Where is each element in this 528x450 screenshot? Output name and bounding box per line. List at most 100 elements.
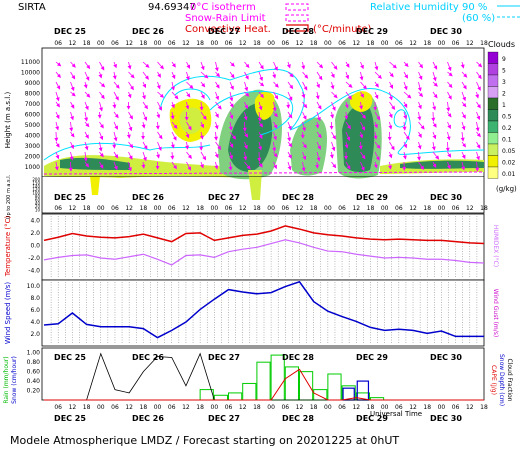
- wind-arrow: [113, 61, 117, 69]
- wind-arrow: [70, 71, 76, 80]
- wind-arrow: [461, 81, 467, 90]
- wind-arrow: [128, 161, 132, 172]
- wind-arrow: [157, 91, 165, 98]
- wind-arrow: [287, 161, 292, 171]
- legend-swatch: [487, 51, 499, 64]
- legend-swatch: [487, 155, 499, 168]
- wind-arrow: [170, 151, 175, 160]
- temperature-tick: 0.0: [30, 242, 40, 249]
- legend-swatch: [487, 63, 499, 76]
- wind-arrow: [316, 101, 322, 110]
- gust-axis-label: Wind Gust (m/s): [492, 289, 499, 338]
- wind-arrow: [142, 151, 147, 162]
- wind-arrow: [418, 71, 423, 81]
- wind-arrow: [461, 101, 467, 108]
- wind-arrow: [388, 151, 393, 159]
- day-label: DEC 25: [54, 414, 86, 423]
- hour-label: 12: [409, 205, 417, 212]
- precip-tick: 0.80: [27, 359, 41, 366]
- wind-arrow: [200, 151, 207, 161]
- hour-label: 06: [338, 40, 346, 47]
- wind-arrow: [244, 71, 249, 80]
- wind-panel-frame: [41, 279, 485, 347]
- wind-arrow: [215, 111, 219, 119]
- wind-arrow: [287, 71, 294, 78]
- wind-arrow: [316, 151, 321, 162]
- wind-arrow: [258, 161, 263, 168]
- hour-label: 00: [438, 40, 446, 47]
- cape-axis-label: CAPE (J/g): [490, 365, 497, 395]
- wind-arrow: [70, 131, 75, 138]
- day-label: DEC 28: [282, 27, 314, 36]
- hour-label: 00: [97, 40, 105, 47]
- hour-label: 18: [253, 404, 261, 411]
- hour-label: 06: [54, 205, 62, 212]
- wind-arrow: [112, 101, 117, 109]
- wind-arrow: [113, 151, 119, 159]
- wind-arrow: [69, 151, 74, 161]
- legend-level: 3: [502, 79, 506, 86]
- legend-level: 0.01: [502, 171, 516, 178]
- wind-arrow: [70, 101, 75, 109]
- hour-label: 18: [367, 404, 375, 411]
- day-label: DEC 28: [282, 193, 314, 202]
- wind-arrow: [432, 121, 437, 128]
- wind-arrow: [331, 91, 338, 99]
- hour-label: 18: [310, 40, 318, 47]
- wind-arrow: [258, 71, 263, 82]
- wind-arrow: [99, 161, 104, 169]
- wind-arrow: [374, 81, 379, 88]
- wind-arrow: [215, 71, 221, 78]
- wind-arrow: [229, 151, 234, 160]
- temperature-line: [43, 225, 485, 245]
- wind-arrow: [157, 101, 162, 111]
- hour-label: 00: [324, 205, 332, 212]
- wind-arrow: [69, 121, 74, 132]
- convective-unit: (°C/minute): [313, 24, 372, 35]
- wind-arrow: [142, 141, 148, 150]
- day-label: DEC 26: [132, 193, 164, 202]
- hour-label: 06: [281, 205, 289, 212]
- hour-label: 00: [154, 40, 162, 47]
- wind-arrow: [186, 151, 192, 159]
- hour-label: 12: [239, 205, 247, 212]
- snowdepth-axis-label: Snow Depth (cm): [498, 354, 505, 406]
- hour-label: 18: [196, 205, 204, 212]
- wind-arrow: [388, 121, 393, 130]
- wind-arrow: [214, 121, 219, 130]
- day-label: DEC 25: [54, 27, 86, 36]
- legend-level: 5: [502, 68, 506, 75]
- wind-arrow: [243, 111, 248, 121]
- cloud-cell-4-core: [342, 104, 375, 173]
- wind-arrow: [331, 101, 336, 112]
- wind-arrow: [128, 81, 134, 91]
- wind-arrow: [258, 121, 263, 128]
- wind-arrow: [55, 121, 60, 131]
- wind-arrow: [200, 161, 204, 169]
- hour-label: 06: [395, 404, 403, 411]
- clouds-unit: (g/kg): [496, 185, 517, 193]
- wind-arrow: [258, 101, 263, 111]
- hour-label: 12: [409, 40, 417, 47]
- wind-arrow: [418, 161, 425, 171]
- wind-arrow: [244, 91, 250, 97]
- wind-arrow: [374, 61, 379, 71]
- fog-patch: [90, 176, 100, 195]
- wind-arrow: [84, 121, 90, 128]
- wind-arrow: [476, 111, 481, 121]
- wind-arrow: [374, 91, 379, 100]
- wind-arrow: [360, 61, 364, 70]
- wind-arrow: [214, 161, 219, 170]
- temperature-panel: 4.0 2.0 0.0 -2.0 -4.0 Temperature (°C) HUMID…: [4, 213, 499, 281]
- wind-arrow: [374, 111, 381, 121]
- wind-arrow: [447, 81, 453, 89]
- day-label: DEC 25: [54, 353, 86, 362]
- wind-arrow: [185, 71, 190, 81]
- wind-arrow: [113, 111, 119, 119]
- wind-arrow: [157, 71, 161, 78]
- wind-arrow: [388, 111, 393, 119]
- wind-arrow: [360, 151, 366, 160]
- legend-swatch: [487, 86, 499, 99]
- wind-arrows: [54, 61, 483, 172]
